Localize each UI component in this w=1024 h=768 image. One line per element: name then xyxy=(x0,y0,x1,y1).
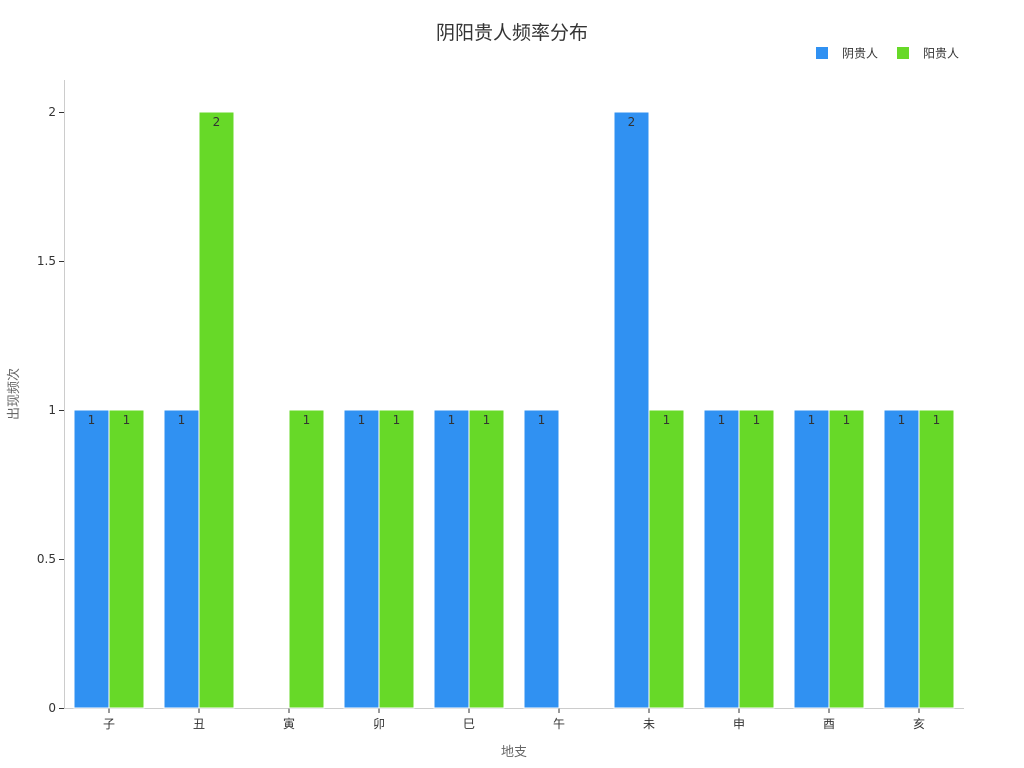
bar-value-label: 1 xyxy=(843,413,851,427)
x-tick-label: 午 xyxy=(553,717,565,731)
bar-yang xyxy=(198,111,235,709)
bar-value-label: 1 xyxy=(718,413,726,427)
bar-value-label: 2 xyxy=(213,115,221,129)
bar-yang xyxy=(378,409,415,709)
y-axis-label: 出现频次 xyxy=(6,368,22,420)
y-tick-label: 2 xyxy=(48,105,56,119)
bar-yin xyxy=(523,409,560,709)
bar-yin xyxy=(73,409,110,709)
bars xyxy=(73,111,955,709)
x-tick-label: 巳 xyxy=(463,717,475,731)
bar-value-label: 1 xyxy=(898,413,906,427)
y-ticks: 0 0.5 1 1.5 2 xyxy=(37,105,64,715)
bar-yang xyxy=(288,409,325,709)
bar-value-label: 1 xyxy=(808,413,816,427)
bar-yang xyxy=(918,409,955,709)
bar-yin xyxy=(793,409,830,709)
bar-yin xyxy=(433,409,470,709)
bar-value-label: 2 xyxy=(628,115,636,129)
x-tick-label: 亥 xyxy=(913,717,925,731)
x-tick-label: 子 xyxy=(103,717,115,731)
bar-yang xyxy=(828,409,865,709)
bar-yin xyxy=(613,111,650,709)
bar-yin xyxy=(883,409,920,709)
legend-label-yin: 阴贵人 xyxy=(842,47,878,61)
y-tick-label: 1.5 xyxy=(37,254,56,268)
bar-value-label: 1 xyxy=(303,413,311,427)
x-axis-label: 地支 xyxy=(501,745,527,760)
bar-value-label: 1 xyxy=(753,413,761,427)
y-tick-label: 0 xyxy=(48,701,56,715)
bar-yang xyxy=(108,409,145,709)
bar-value-label: 1 xyxy=(448,413,456,427)
bar-yang xyxy=(648,409,685,709)
bar-value-label: 1 xyxy=(663,413,671,427)
y-tick-label: 0.5 xyxy=(37,552,56,566)
bar-value-label: 1 xyxy=(933,413,941,427)
x-tick-label: 丑 xyxy=(193,717,205,731)
bar-labels: 1 1 1 2 1 1 1 1 1 1 2 1 1 1 1 1 1 1 xyxy=(88,115,941,427)
y-tick-label: 1 xyxy=(48,403,56,417)
x-ticks: 子丑寅卯巳午未申酉亥 xyxy=(103,708,925,731)
bar-yin xyxy=(703,409,740,709)
legend-swatch-yang xyxy=(897,47,909,59)
bar-value-label: 1 xyxy=(483,413,491,427)
legend: 阴贵人 阳贵人 xyxy=(816,47,959,61)
bar-yin xyxy=(163,409,200,709)
bar-yang xyxy=(738,409,775,709)
x-tick-label: 未 xyxy=(643,717,655,731)
bar-value-label: 1 xyxy=(88,413,96,427)
x-tick-label: 申 xyxy=(733,717,745,731)
bar-value-label: 1 xyxy=(358,413,366,427)
bar-value-label: 1 xyxy=(538,413,546,427)
legend-swatch-yin xyxy=(816,47,828,59)
bar-value-label: 1 xyxy=(123,413,131,427)
legend-label-yang: 阳贵人 xyxy=(923,47,959,61)
bar-yin xyxy=(343,409,380,709)
x-tick-label: 卯 xyxy=(373,717,385,731)
x-tick-label: 寅 xyxy=(283,716,295,731)
bar-value-label: 1 xyxy=(393,413,401,427)
bar-value-label: 1 xyxy=(178,413,186,427)
x-tick-label: 酉 xyxy=(823,717,835,731)
chart-title: 阴阳贵人频率分布 xyxy=(436,22,588,44)
bar-yang xyxy=(468,409,505,709)
